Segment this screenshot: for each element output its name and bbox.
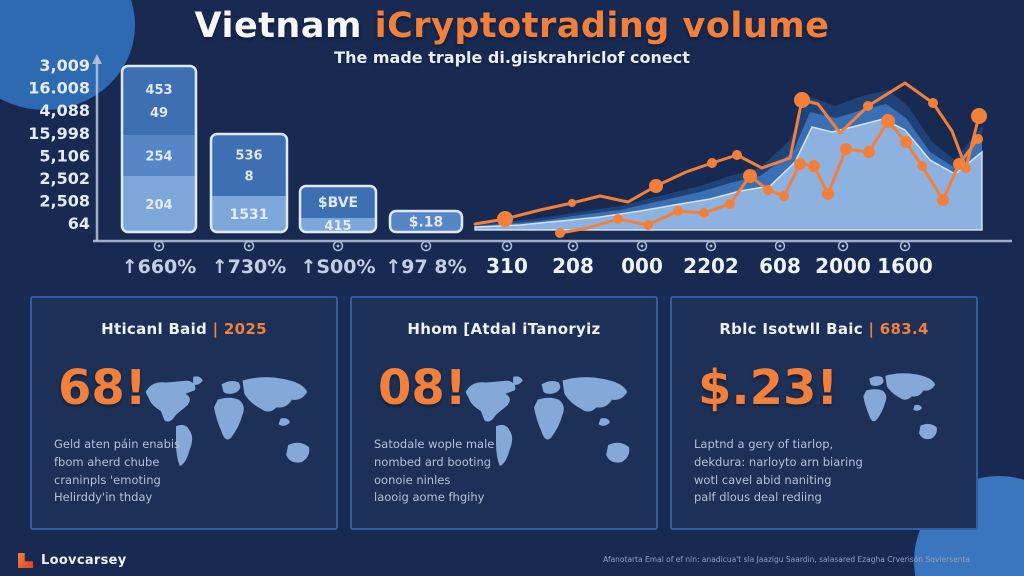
card-title-white: Hticanl Baid [101,320,208,338]
svg-text:16.008: 16.008 [28,79,90,98]
header: Vietnam iCryptotrading volume The made t… [0,6,1024,67]
card-title: Hticanl Baid | 2025 [32,320,336,338]
svg-text:2,508: 2,508 [39,192,90,211]
stat-card-2: Hhom [Atdal iTanoryiz 08! Satodale wople… [350,296,658,530]
svg-text:$BVE: $BVE [318,195,358,211]
svg-text:2202: 2202 [683,254,739,278]
svg-text:$.18: $.18 [409,215,444,231]
svg-text:2,502: 2,502 [39,169,90,188]
svg-text:310: 310 [486,254,528,278]
card-description: Geld aten páin enabis fbom aherd chube c… [54,437,181,505]
brand-logo-icon [18,553,33,568]
svg-text:↑S00%: ↑S00% [300,256,375,278]
svg-text:15,998: 15,998 [28,124,90,143]
card-description: Satodale wople male nombed ard booting o… [374,437,495,505]
card-title-white: Rblc Isotwll Baic [719,320,863,338]
stat-card-3: Rblc Isotwll Baic | 683.4 $.23! Laptnd a… [670,296,978,530]
svg-text:254: 254 [145,150,172,165]
svg-text:204: 204 [145,198,172,213]
brand-name: Loovcarsey [41,553,127,568]
card-title-orange: | 683.4 [868,320,929,338]
title-orange: iCryptotrading volume [361,6,830,46]
card-big-number: $.23! [698,360,839,416]
svg-text:2000: 2000 [815,254,871,278]
svg-text:↑730%: ↑730% [212,256,287,278]
card-big-number: 68! [58,360,147,416]
svg-text:64: 64 [68,214,90,233]
stat-card-1: Hticanl Baid | 2025 68! Geld aten páin e… [30,296,338,530]
card-big-number: 08! [378,360,467,416]
world-map-icon [138,364,328,496]
svg-text:1531: 1531 [230,207,269,223]
brand: Loovcarsey [18,553,127,568]
svg-text:8: 8 [244,169,253,184]
svg-text:3,009: 3,009 [39,56,90,75]
card-title: Hhom [Atdal iTanoryiz [352,320,656,338]
svg-text:000: 000 [621,254,663,278]
svg-text:5,106: 5,106 [39,146,90,165]
card-title-white: Hhom [Atdal iTanoryiz [407,320,601,338]
svg-text:415: 415 [324,219,351,234]
footer: Loovcarsey Afanotarta Emal of ef nin: an… [0,542,1024,576]
card-title-orange: | 2025 [212,320,267,338]
svg-text:453: 453 [145,83,172,98]
page-subtitle: The made traple di.giskrahriclof conect [334,48,690,67]
svg-text:4,088: 4,088 [39,101,90,120]
svg-text:49: 49 [150,106,168,121]
page-title: Vietnam iCryptotrading volume [0,6,1024,46]
trading-volume-chart: 3,009 16.008 4,088 15,998 5,106 2,502 2,508 64 4… [28,54,1012,278]
world-map-icon [838,370,962,458]
card-title: Rblc Isotwll Baic | 683.4 [672,320,976,338]
svg-text:↑97 8%: ↑97 8% [385,256,466,278]
svg-text:608: 608 [759,254,801,278]
svg-text:208: 208 [552,254,594,278]
svg-text:536: 536 [235,149,262,164]
world-map-icon [458,364,648,496]
card-description: Laptnd a gery of tiarlop, dekdura: narlo… [694,437,863,505]
svg-text:↑660%: ↑660% [122,256,197,278]
svg-text:1600: 1600 [877,254,933,278]
title-white: Vietnam [194,6,362,46]
footer-note: Afanotarta Emal of ef nin: anadicua't sl… [603,555,970,564]
